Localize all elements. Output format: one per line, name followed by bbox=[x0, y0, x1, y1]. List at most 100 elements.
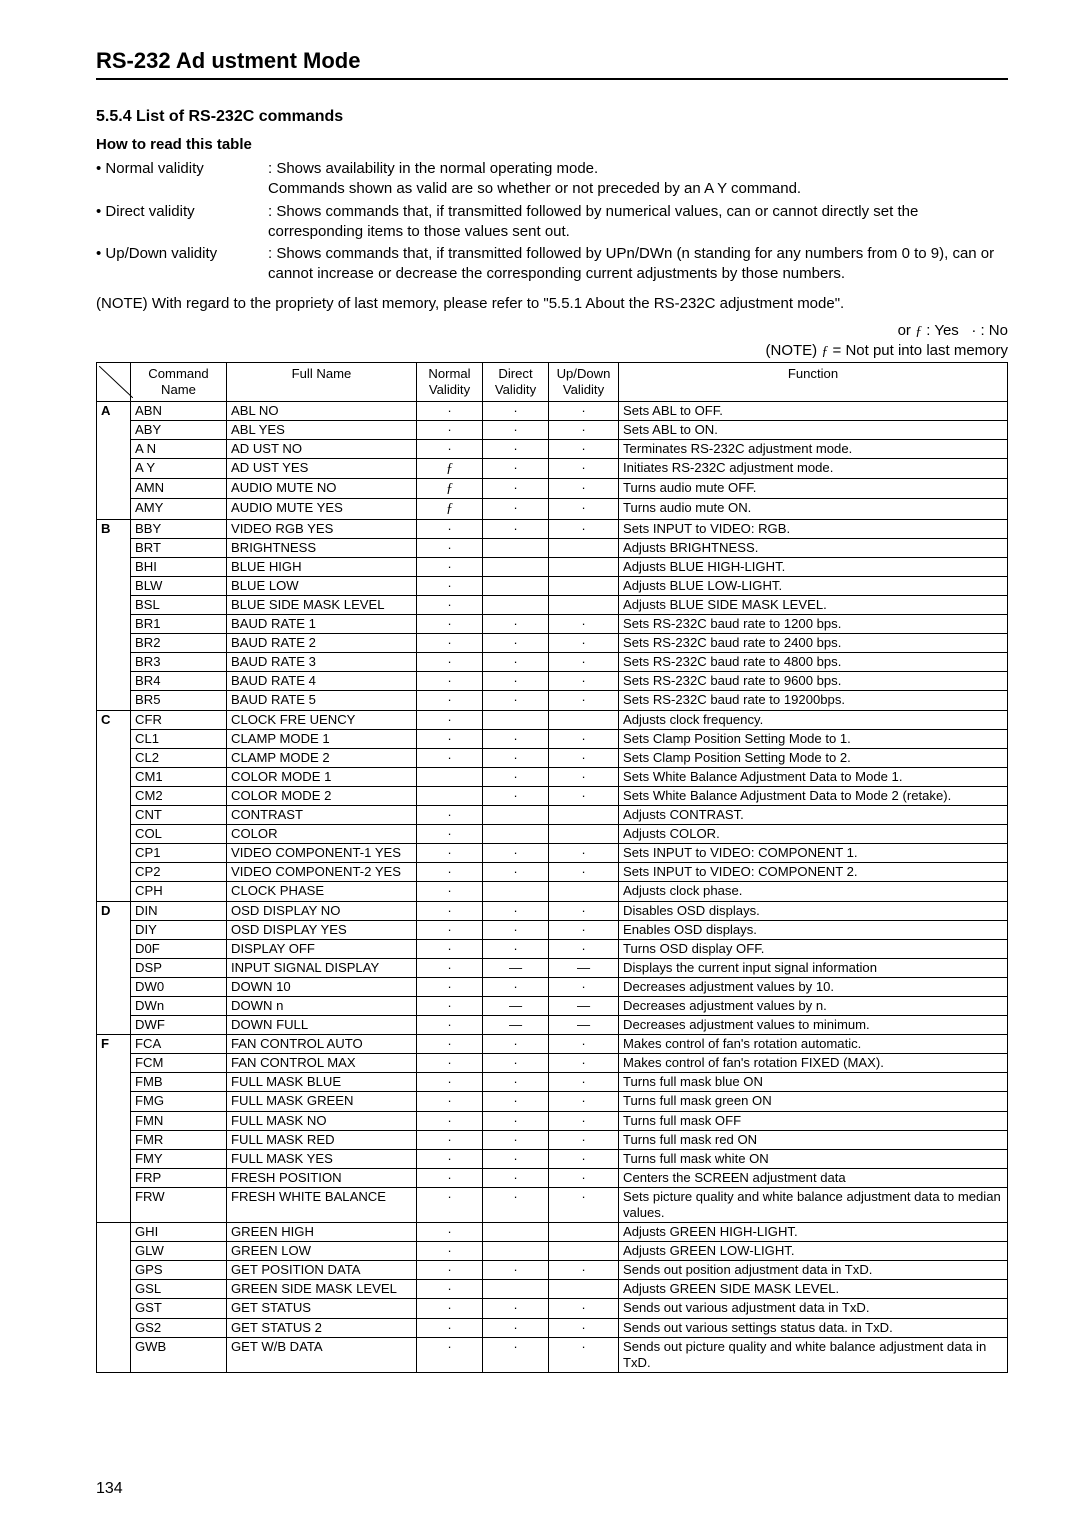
cell-cmd: FMY bbox=[131, 1149, 227, 1168]
cell-validity: · bbox=[417, 825, 483, 844]
cell-cmd: DW0 bbox=[131, 977, 227, 996]
cell-validity bbox=[549, 1223, 619, 1242]
cell-validity: · bbox=[417, 863, 483, 882]
cell-cmd: ABY bbox=[131, 420, 227, 439]
cell-validity: ƒ bbox=[417, 479, 483, 499]
cell-fullname: AD UST YES bbox=[227, 458, 417, 478]
cell-validity: · bbox=[417, 920, 483, 939]
howto-bullet-label: • Direct validity bbox=[96, 202, 268, 243]
cell-validity bbox=[483, 882, 549, 901]
cell-function: Turns full mask white ON bbox=[619, 1149, 1008, 1168]
table-row: FMRFULL MASK RED···Turns full mask red O… bbox=[97, 1130, 1008, 1149]
cell-validity: · bbox=[417, 420, 483, 439]
cell-cmd: GWB bbox=[131, 1337, 227, 1372]
cell-validity: · bbox=[483, 920, 549, 939]
cell-validity: · bbox=[549, 729, 619, 748]
cell-validity: · bbox=[417, 1016, 483, 1035]
cell-validity: · bbox=[417, 401, 483, 420]
table-row: BR4BAUD RATE 4···Sets RS-232C baud rate … bbox=[97, 672, 1008, 691]
cell-validity: · bbox=[417, 1187, 483, 1222]
cell-fullname: DOWN n bbox=[227, 996, 417, 1015]
cell-validity: · bbox=[549, 748, 619, 767]
cell-validity bbox=[549, 557, 619, 576]
cell-function: Sets RS-232C baud rate to 19200bps. bbox=[619, 691, 1008, 710]
cell-fullname: OSD DISPLAY YES bbox=[227, 920, 417, 939]
table-row: COLCOLOR·Adjusts COLOR. bbox=[97, 825, 1008, 844]
howto-bullet-desc: : Shows commands that, if transmitted fo… bbox=[268, 244, 1008, 285]
th-corner bbox=[97, 362, 131, 401]
group-letter: A bbox=[97, 401, 131, 519]
cell-cmd: GS2 bbox=[131, 1318, 227, 1337]
cell-fullname: DOWN 10 bbox=[227, 977, 417, 996]
cell-validity: · bbox=[417, 615, 483, 634]
cell-function: Terminates RS-232C adjustment mode. bbox=[619, 439, 1008, 458]
cell-fullname: COLOR MODE 2 bbox=[227, 786, 417, 805]
cell-cmd: BHI bbox=[131, 557, 227, 576]
cell-validity bbox=[483, 1223, 549, 1242]
cell-validity bbox=[549, 806, 619, 825]
cell-validity: · bbox=[549, 1261, 619, 1280]
cell-validity: · bbox=[417, 1261, 483, 1280]
cell-fullname: CLOCK FRE UENCY bbox=[227, 710, 417, 729]
howto-bullet-row: • Normal validity: Shows availability in… bbox=[96, 159, 1008, 200]
cell-cmd: CM1 bbox=[131, 767, 227, 786]
cell-validity: · bbox=[417, 977, 483, 996]
legend-fnote: (NOTE) ƒ = Not put into last memory bbox=[96, 342, 1008, 360]
cell-function: Sets White Balance Adjustment Data to Mo… bbox=[619, 767, 1008, 786]
table-row: DWFDOWN FULL·——Decreases adjustment valu… bbox=[97, 1016, 1008, 1035]
cell-validity: · bbox=[549, 401, 619, 420]
cell-validity: · bbox=[549, 1187, 619, 1222]
cell-function: Sets RS-232C baud rate to 1200 bps. bbox=[619, 615, 1008, 634]
cell-validity bbox=[549, 576, 619, 595]
th-normal: NormalValidity bbox=[417, 362, 483, 401]
cell-cmd: FMN bbox=[131, 1111, 227, 1130]
table-row: BSLBLUE SIDE MASK LEVEL·Adjusts BLUE SID… bbox=[97, 596, 1008, 615]
cell-fullname: VIDEO COMPONENT-2 YES bbox=[227, 863, 417, 882]
cell-cmd: FMG bbox=[131, 1092, 227, 1111]
cell-validity: · bbox=[417, 958, 483, 977]
cell-cmd: CP1 bbox=[131, 844, 227, 863]
howto-bullet-desc: : Shows availability in the normal opera… bbox=[268, 159, 1008, 200]
cell-cmd: A Y bbox=[131, 458, 227, 478]
cell-fullname: FRESH WHITE BALANCE bbox=[227, 1187, 417, 1222]
cell-function: Turns full mask blue ON bbox=[619, 1073, 1008, 1092]
cell-validity: · bbox=[549, 920, 619, 939]
table-row: BHIBLUE HIGH·Adjusts BLUE HIGH-LIGHT. bbox=[97, 557, 1008, 576]
cell-function: Initiates RS-232C adjustment mode. bbox=[619, 458, 1008, 478]
cell-fullname: VIDEO RGB YES bbox=[227, 519, 417, 538]
cell-validity: · bbox=[549, 1130, 619, 1149]
cell-cmd: AMY bbox=[131, 499, 227, 519]
cell-fullname: FULL MASK GREEN bbox=[227, 1092, 417, 1111]
cell-fullname: BAUD RATE 1 bbox=[227, 615, 417, 634]
cell-validity: · bbox=[483, 729, 549, 748]
cell-validity: · bbox=[417, 882, 483, 901]
cell-validity: · bbox=[483, 1168, 549, 1187]
cell-cmd: FCA bbox=[131, 1035, 227, 1054]
group-letter: D bbox=[97, 901, 131, 1035]
note-lastmemory: (NOTE) With regard to the propriety of l… bbox=[96, 295, 1008, 312]
cell-validity bbox=[483, 825, 549, 844]
cell-function: Turns full mask green ON bbox=[619, 1092, 1008, 1111]
table-row: GS2GET STATUS 2···Sends out various sett… bbox=[97, 1318, 1008, 1337]
cell-validity: · bbox=[483, 863, 549, 882]
cell-cmd: FRP bbox=[131, 1168, 227, 1187]
cell-cmd: FRW bbox=[131, 1187, 227, 1222]
cell-function: Sets RS-232C baud rate to 4800 bps. bbox=[619, 653, 1008, 672]
cell-fullname: ABL YES bbox=[227, 420, 417, 439]
cell-validity: · bbox=[483, 939, 549, 958]
cell-cmd: BR4 bbox=[131, 672, 227, 691]
cell-validity: · bbox=[549, 458, 619, 478]
cell-validity: · bbox=[483, 844, 549, 863]
cell-validity: · bbox=[483, 1092, 549, 1111]
cell-cmd: AMN bbox=[131, 479, 227, 499]
cell-cmd: D0F bbox=[131, 939, 227, 958]
cell-validity: · bbox=[417, 596, 483, 615]
howto-bullets: • Normal validity: Shows availability in… bbox=[96, 159, 1008, 285]
cell-validity: · bbox=[417, 439, 483, 458]
cell-fullname: CLOCK PHASE bbox=[227, 882, 417, 901]
cell-function: Adjusts BRIGHTNESS. bbox=[619, 538, 1008, 557]
cell-validity: · bbox=[483, 439, 549, 458]
cell-validity: · bbox=[417, 1318, 483, 1337]
table-row: AMYAUDIO MUTE YESƒ··Turns audio mute ON. bbox=[97, 499, 1008, 519]
cell-function: Sets RS-232C baud rate to 2400 bps. bbox=[619, 634, 1008, 653]
